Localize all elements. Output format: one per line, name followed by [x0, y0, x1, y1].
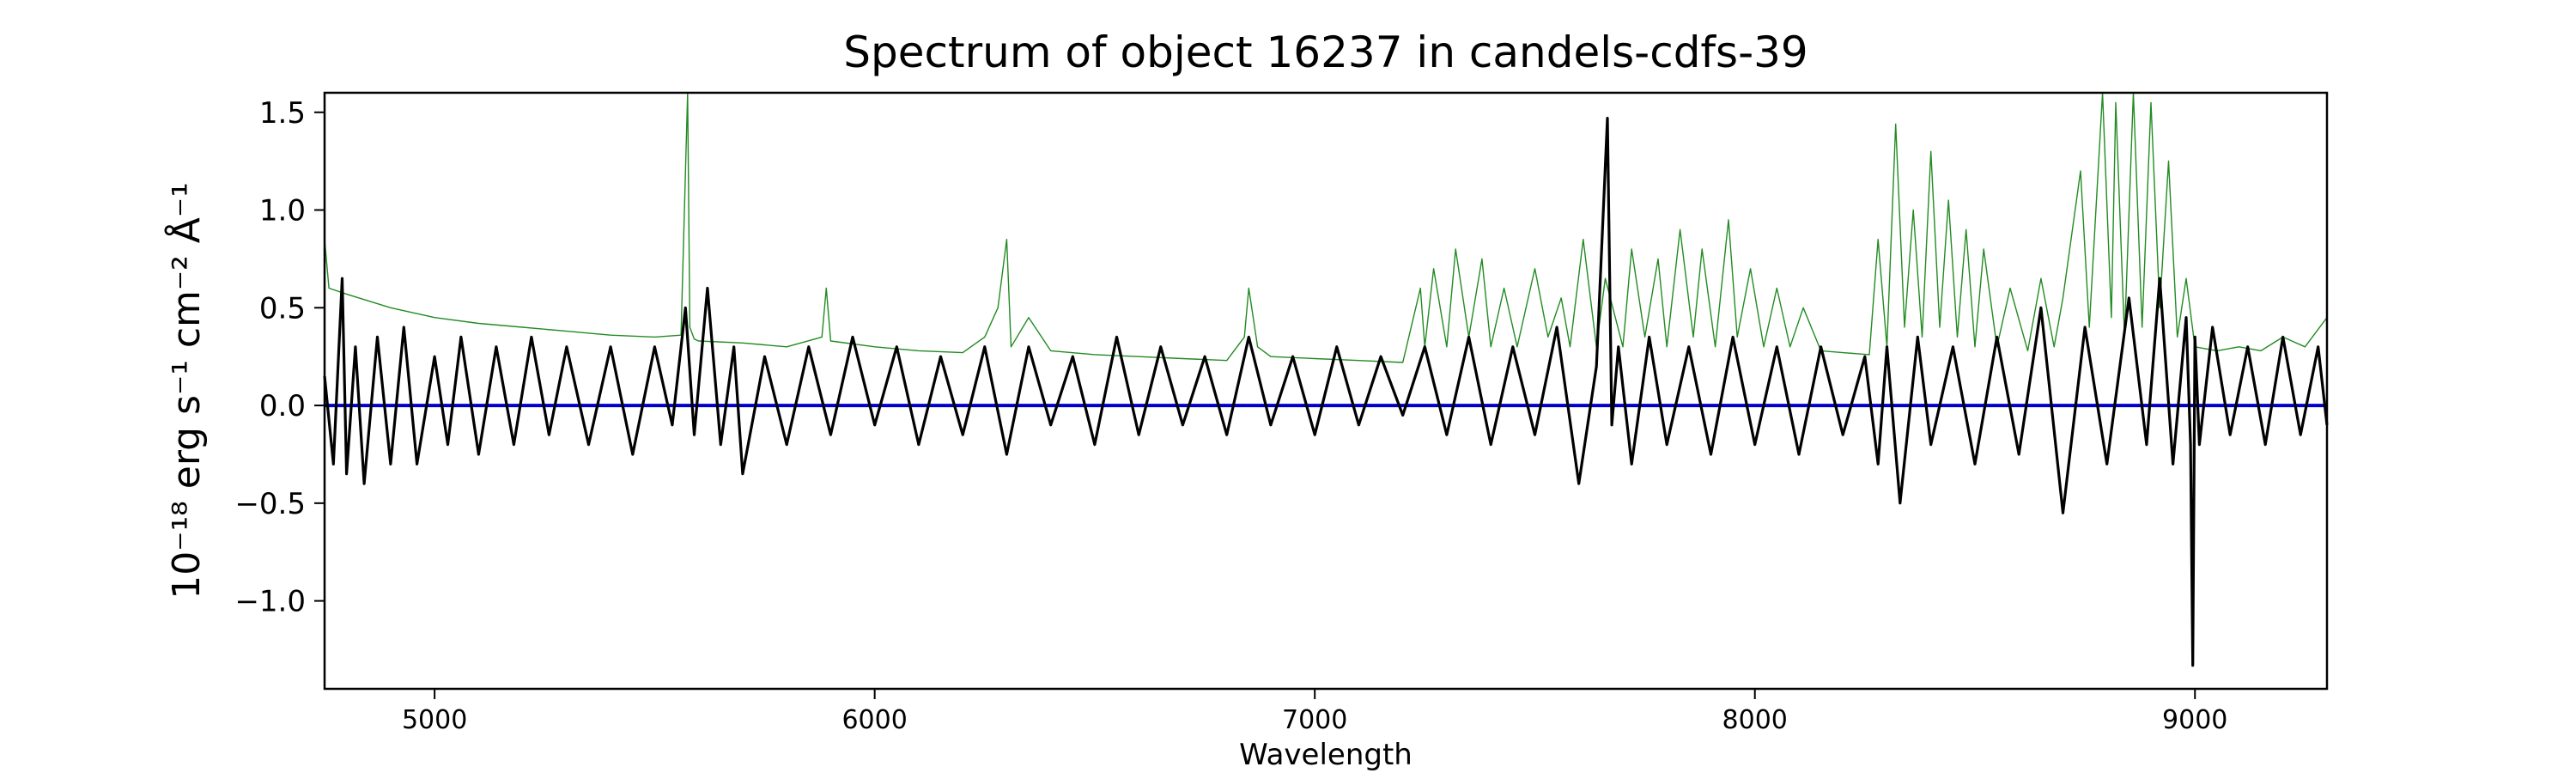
x-tick-label: 7000	[1282, 705, 1347, 735]
x-tick-label: 5000	[402, 705, 467, 735]
y-tick-label: −1.0	[234, 585, 306, 619]
y-tick-label: 1.0	[259, 194, 306, 228]
y-tick-label: −0.5	[234, 487, 306, 521]
y-tick-label: 0.5	[259, 291, 306, 326]
x-tick-label: 6000	[841, 705, 907, 735]
axes-frame	[323, 91, 2329, 691]
y-tick-label: 1.5	[259, 96, 306, 131]
x-tick-label: 9000	[2162, 705, 2227, 735]
error-series-line	[324, 92, 2328, 363]
chart-title: Spectrum of object 16237 in candels-cdfs…	[843, 27, 1808, 77]
y-tick-label: 0.0	[259, 389, 306, 423]
plot-area	[323, 91, 2329, 691]
y-axis-label: 10⁻¹⁸ erg s⁻¹ cm⁻² Å⁻¹	[163, 182, 209, 599]
spectrum-traces	[323, 92, 2329, 667]
x-axis-label: Wavelength	[1239, 738, 1413, 772]
y-axis-ticks: −1.0 −0.5 0.0 0.5 1.0 1.5	[234, 96, 325, 619]
x-axis-ticks: 5000 6000 7000 8000 9000	[402, 689, 2227, 735]
x-tick-label: 8000	[1722, 705, 1788, 735]
flux-series-line	[323, 117, 2329, 667]
